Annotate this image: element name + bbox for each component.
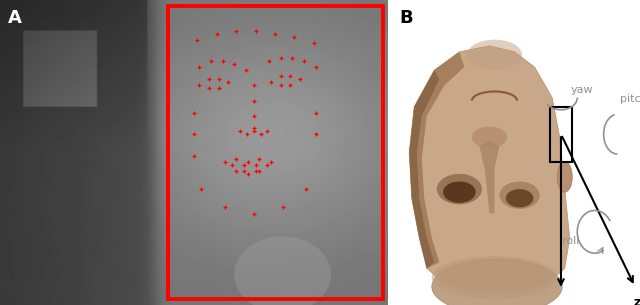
Ellipse shape xyxy=(467,40,522,70)
Ellipse shape xyxy=(234,236,331,305)
Point xyxy=(223,80,234,85)
Point xyxy=(301,187,311,192)
Ellipse shape xyxy=(432,259,562,305)
Point xyxy=(195,83,205,88)
Point xyxy=(254,168,264,173)
Point xyxy=(262,162,272,167)
Point xyxy=(204,86,214,91)
Text: yaw: yaw xyxy=(571,85,594,95)
Point xyxy=(250,162,260,167)
Point xyxy=(264,59,274,63)
Point xyxy=(250,28,260,33)
Point xyxy=(231,168,241,173)
Point xyxy=(285,83,296,88)
Point xyxy=(248,113,259,118)
Point xyxy=(212,31,222,36)
Point xyxy=(227,162,237,167)
Polygon shape xyxy=(479,140,499,214)
Point xyxy=(196,187,207,192)
Point xyxy=(308,40,319,45)
Point xyxy=(214,86,224,91)
Point xyxy=(239,168,249,173)
Point xyxy=(310,65,321,70)
Point xyxy=(231,28,241,33)
Point xyxy=(220,159,230,164)
Point xyxy=(270,31,280,36)
Point xyxy=(248,129,259,134)
Bar xyxy=(550,107,572,162)
Point xyxy=(218,59,228,63)
Point xyxy=(310,110,321,115)
Point xyxy=(248,98,259,103)
Ellipse shape xyxy=(472,127,507,148)
Bar xyxy=(168,6,383,299)
Point xyxy=(193,37,203,42)
Text: pitch: pitch xyxy=(620,94,640,104)
Point xyxy=(310,132,321,137)
Point xyxy=(248,126,259,131)
Point xyxy=(235,129,245,134)
Ellipse shape xyxy=(443,181,476,203)
Ellipse shape xyxy=(506,189,533,207)
Point xyxy=(276,83,286,88)
Text: z: z xyxy=(634,296,640,305)
Point xyxy=(295,77,305,82)
Point xyxy=(239,162,249,167)
Point xyxy=(248,211,259,216)
Point xyxy=(262,129,272,134)
Ellipse shape xyxy=(436,174,482,204)
Point xyxy=(299,59,309,63)
Point xyxy=(195,65,205,70)
Point xyxy=(188,110,198,115)
Point xyxy=(276,56,286,60)
Point xyxy=(255,132,266,137)
Text: roll: roll xyxy=(563,236,580,246)
Ellipse shape xyxy=(499,181,540,209)
Point xyxy=(188,132,198,137)
Polygon shape xyxy=(409,70,439,268)
Point xyxy=(231,156,241,161)
Point xyxy=(250,168,260,173)
Point xyxy=(266,159,276,164)
Point xyxy=(243,171,253,176)
Point xyxy=(220,205,230,210)
Polygon shape xyxy=(409,52,465,268)
Ellipse shape xyxy=(432,256,557,299)
Point xyxy=(229,62,239,66)
Text: y: y xyxy=(557,302,565,305)
Point xyxy=(254,156,264,161)
Point xyxy=(285,74,296,79)
Point xyxy=(241,68,251,73)
Point xyxy=(278,205,288,210)
Point xyxy=(206,59,216,63)
Point xyxy=(266,80,276,85)
Point xyxy=(289,34,300,39)
Point xyxy=(276,74,286,79)
Point xyxy=(287,56,298,60)
Point xyxy=(241,132,252,137)
Polygon shape xyxy=(409,46,570,293)
Text: B: B xyxy=(399,9,413,27)
Point xyxy=(204,77,214,82)
Ellipse shape xyxy=(557,162,572,192)
Point xyxy=(188,153,198,158)
Point xyxy=(248,83,259,88)
Point xyxy=(243,159,253,164)
Text: A: A xyxy=(8,9,22,27)
Point xyxy=(214,77,224,82)
